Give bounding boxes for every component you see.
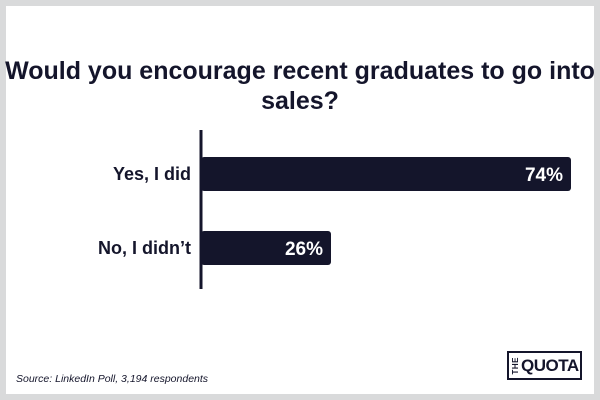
chart-title: Would you encourage recent graduates to … (0, 56, 600, 116)
logo-large-text: QUOTA (521, 355, 579, 375)
value-label-1: 26% (285, 239, 323, 260)
source-note: Source: LinkedIn Poll, 3,194 respondents (16, 373, 209, 385)
category-label-0: Yes, I did (113, 164, 191, 184)
the-quota-logo: THE QUOTA (507, 351, 582, 380)
chart-title-text: Would you encourage recent graduates to … (5, 57, 595, 115)
bar-0 (201, 157, 571, 191)
category-label-1: No, I didn’t (98, 238, 191, 258)
bars-group: Yes, I did 74% No, I didn’t 26% (98, 157, 571, 265)
bar-1 (201, 231, 331, 265)
logo-small-text: THE (511, 356, 520, 375)
value-label-0: 74% (525, 165, 563, 186)
